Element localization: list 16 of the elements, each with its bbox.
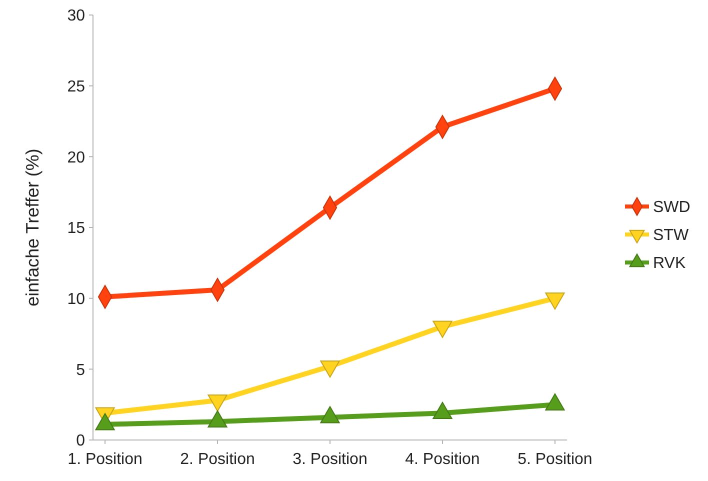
legend-label: STW — [653, 227, 690, 244]
x-tick-label: 4. Position — [405, 451, 480, 468]
x-tick-label: 5. Position — [518, 451, 592, 468]
legend-label: SWD — [653, 199, 690, 216]
legend-label: RVK — [653, 255, 686, 272]
y-tick-label: 25 — [67, 78, 86, 96]
y-tick-label: 15 — [67, 220, 86, 238]
x-tick-label: 1. Position — [68, 451, 142, 468]
y-tick-label: 5 — [76, 362, 86, 379]
x-tick-label: 2. Position — [180, 451, 255, 468]
y-tick-label: 30 — [67, 8, 86, 25]
y-tick-label: 10 — [67, 290, 86, 308]
y-tick-label: 20 — [67, 149, 86, 166]
x-tick-label: 3. Position — [292, 451, 368, 468]
y-axis-title: einfache Treffer (%) — [22, 148, 42, 306]
y-tick-label: 0 — [76, 432, 86, 450]
